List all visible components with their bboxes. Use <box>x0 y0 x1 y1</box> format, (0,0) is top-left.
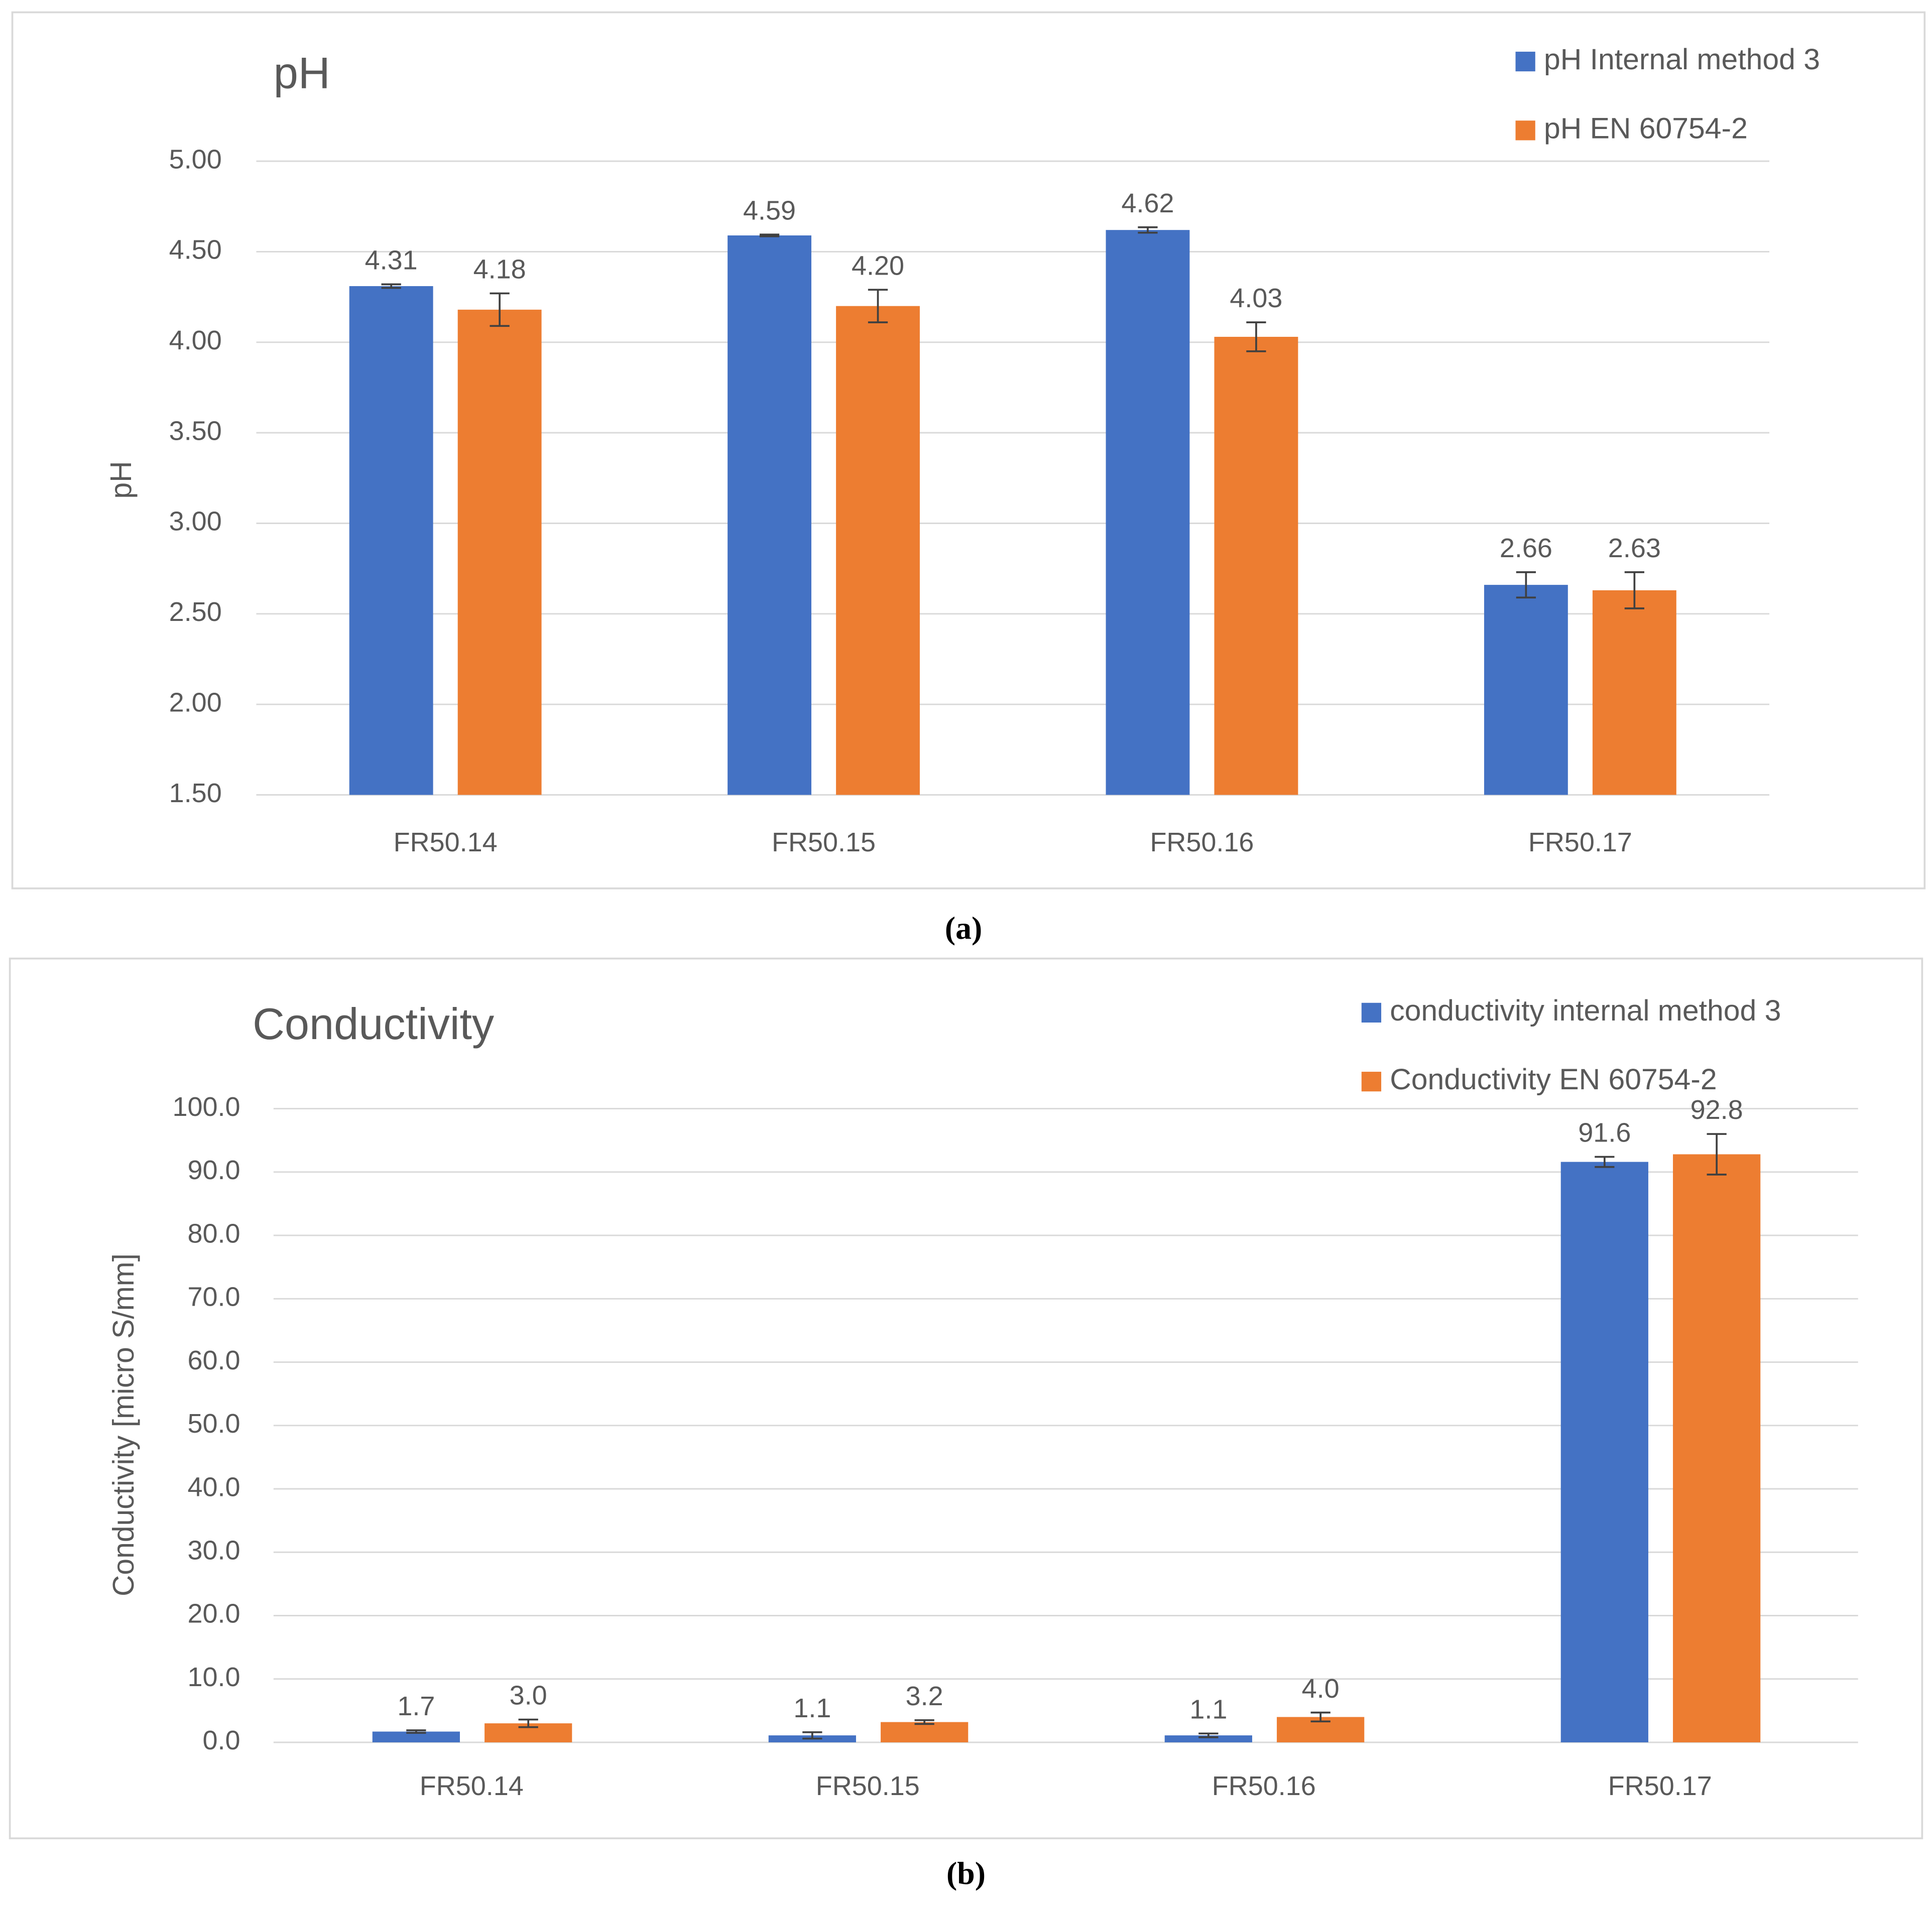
bar <box>881 1722 969 1742</box>
legend-label: Conductivity EN 60754-2 <box>1390 1063 1717 1096</box>
y-tick-label: 2.00 <box>169 687 222 717</box>
y-axis-label: pH <box>105 461 138 498</box>
data-label: 92.8 <box>1690 1095 1743 1125</box>
bar <box>728 235 812 795</box>
data-label: 1.1 <box>793 1693 831 1723</box>
y-tick-label: 2.50 <box>169 597 222 627</box>
x-tick-label: FR50.14 <box>420 1771 524 1801</box>
y-tick-label: 50.0 <box>188 1409 240 1439</box>
data-label: 91.6 <box>1578 1118 1631 1148</box>
y-tick-label: 100.0 <box>172 1092 240 1122</box>
y-tick-label: 60.0 <box>188 1345 240 1375</box>
y-tick-label: 70.0 <box>188 1282 240 1312</box>
chart-title: pH <box>274 48 330 97</box>
x-tick-label: FR50.15 <box>816 1771 920 1801</box>
data-label: 4.18 <box>473 255 526 285</box>
data-label: 2.63 <box>1608 533 1661 563</box>
bar <box>1673 1154 1761 1742</box>
x-tick-label: FR50.14 <box>394 827 498 857</box>
y-tick-label: 40.0 <box>188 1472 240 1502</box>
data-label: 3.0 <box>510 1681 547 1711</box>
data-label: 4.20 <box>852 250 904 281</box>
y-tick-label: 20.0 <box>188 1599 240 1629</box>
y-tick-label: 5.00 <box>169 144 222 174</box>
y-tick-label: 0.0 <box>203 1725 240 1755</box>
data-label: 4.62 <box>1121 188 1174 218</box>
caption: (b) <box>946 1855 986 1891</box>
x-tick-label: FR50.16 <box>1212 1771 1316 1801</box>
y-tick-label: 30.0 <box>188 1536 240 1566</box>
data-label: 4.03 <box>1230 283 1282 313</box>
y-tick-label: 3.00 <box>169 506 222 537</box>
legend-swatch <box>1515 51 1535 72</box>
bar <box>836 306 920 795</box>
y-tick-label: 10.0 <box>188 1662 240 1692</box>
caption: (a) <box>945 910 982 946</box>
bar <box>349 286 433 795</box>
chart-title: Conductivity <box>253 999 494 1049</box>
data-label: 1.1 <box>1189 1694 1227 1724</box>
x-tick-label: FR50.17 <box>1528 827 1632 857</box>
legend-swatch <box>1361 1072 1382 1092</box>
bar <box>1106 230 1190 795</box>
y-tick-label: 4.50 <box>169 235 222 265</box>
x-tick-label: FR50.16 <box>1150 827 1254 857</box>
y-tick-label: 3.50 <box>169 416 222 446</box>
legend-swatch <box>1515 120 1535 141</box>
data-label: 4.0 <box>1302 1674 1340 1704</box>
bar <box>1164 1735 1252 1742</box>
y-tick-label: 4.00 <box>169 325 222 355</box>
legend-label: conductivity internal method 3 <box>1390 994 1781 1027</box>
bar <box>457 309 542 795</box>
bar <box>1214 336 1298 795</box>
data-label: 3.2 <box>906 1681 943 1711</box>
legend-swatch <box>1361 1002 1382 1023</box>
y-tick-label: 90.0 <box>188 1155 240 1185</box>
y-axis-label: Conductivity [micro S/mm] <box>107 1253 140 1596</box>
x-tick-label: FR50.17 <box>1608 1771 1712 1801</box>
y-tick-label: 80.0 <box>188 1218 240 1248</box>
data-label: 4.59 <box>743 195 796 225</box>
data-label: 4.31 <box>365 245 418 276</box>
x-tick-label: FR50.15 <box>772 827 876 857</box>
bar <box>1592 590 1676 795</box>
bar <box>1560 1162 1648 1742</box>
bar <box>372 1731 460 1742</box>
legend-label: pH Internal method 3 <box>1544 43 1820 76</box>
y-tick-label: 1.50 <box>169 778 222 808</box>
data-label: 1.7 <box>397 1691 435 1721</box>
data-label: 2.66 <box>1500 533 1552 563</box>
bar <box>1484 585 1568 795</box>
legend-label: pH EN 60754-2 <box>1544 112 1748 145</box>
